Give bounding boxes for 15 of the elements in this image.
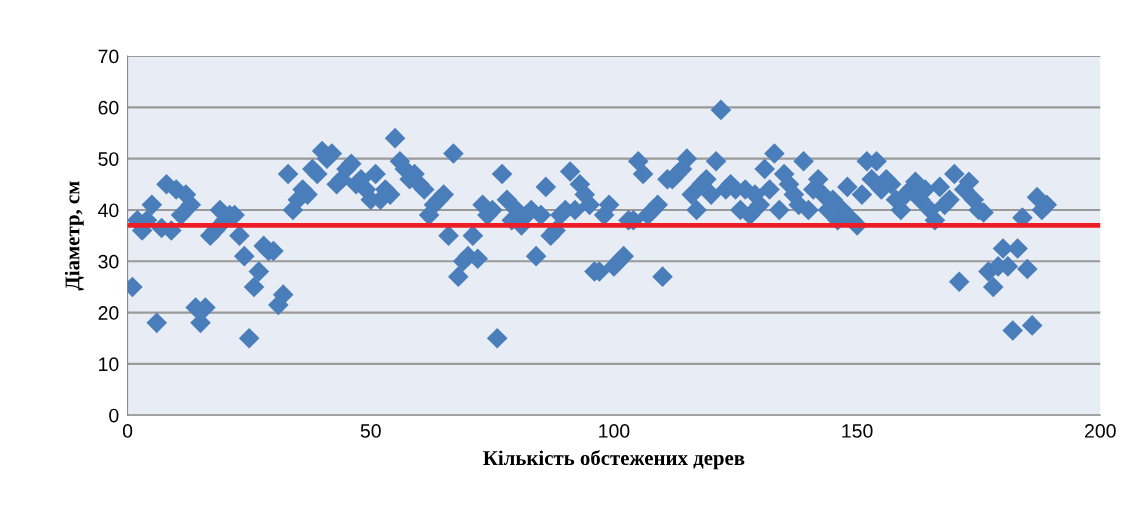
x-axis-title: Кількість обстежених дерев [483, 449, 745, 470]
x-tick-label: 100 [599, 424, 630, 438]
y-tick-label: 10 [99, 357, 119, 372]
x-tick-label: 50 [360, 424, 381, 438]
y-tick-label: 50 [98, 152, 119, 166]
y-axis-title: Діаметр, см [64, 181, 84, 291]
y-tick-label: 40 [98, 203, 119, 218]
y-tick-label: 20 [98, 306, 119, 320]
x-tick-label: 150 [842, 424, 873, 438]
y-tick-label: 30 [98, 254, 119, 269]
y-tick-label: 60 [98, 100, 119, 115]
y-tick-label: 70 [98, 49, 119, 64]
y-tick-label: 0 [109, 408, 119, 423]
x-tick-label: 0 [122, 424, 133, 438]
x-tick-label: 200 [1085, 424, 1116, 438]
